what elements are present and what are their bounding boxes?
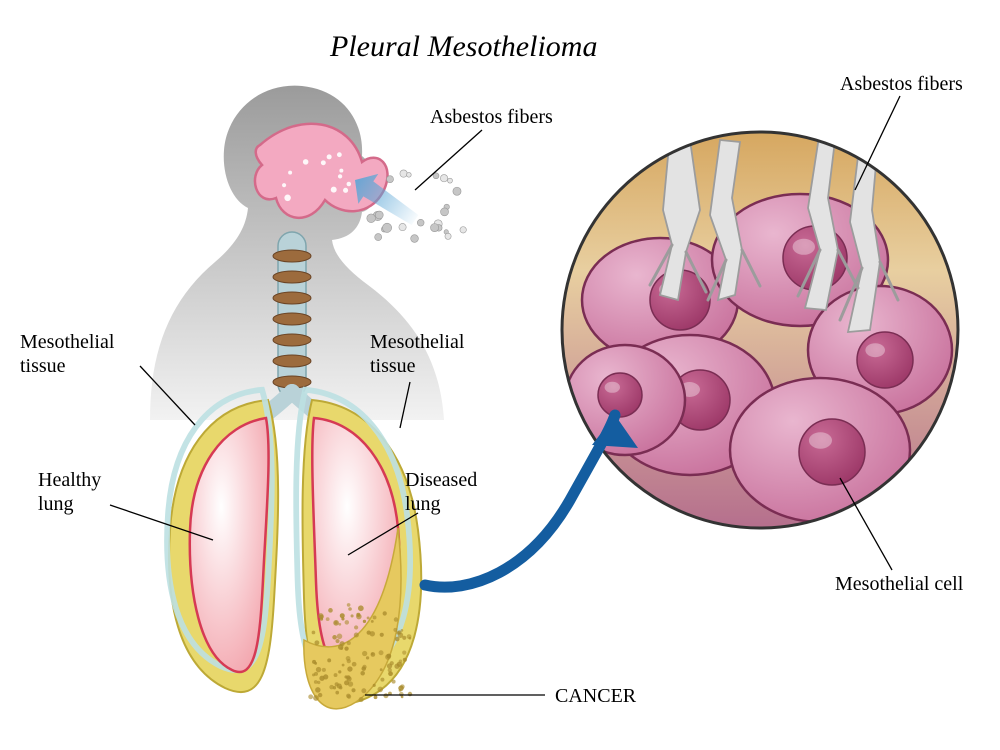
label-cancer: CANCER xyxy=(555,684,636,708)
label-mesothelial-tissue-right: Mesothelialtissue xyxy=(370,330,464,378)
label-mesothelial-tissue-left: Mesothelialtissue xyxy=(20,330,114,378)
diagram-stage: Pleural Mesothelioma Asbestos fibers Asbe… xyxy=(0,0,1000,750)
label-healthy-lung: Healthylung xyxy=(38,468,101,516)
label-asbestos-fibers-large: Asbestos fibers xyxy=(840,72,963,96)
diagram-title: Pleural Mesothelioma xyxy=(330,30,597,64)
label-mesothelial-cell: Mesothelial cell xyxy=(835,572,963,596)
label-asbestos-fibers-small: Asbestos fibers xyxy=(430,105,553,129)
label-diseased-lung: Diseasedlung xyxy=(405,468,477,516)
